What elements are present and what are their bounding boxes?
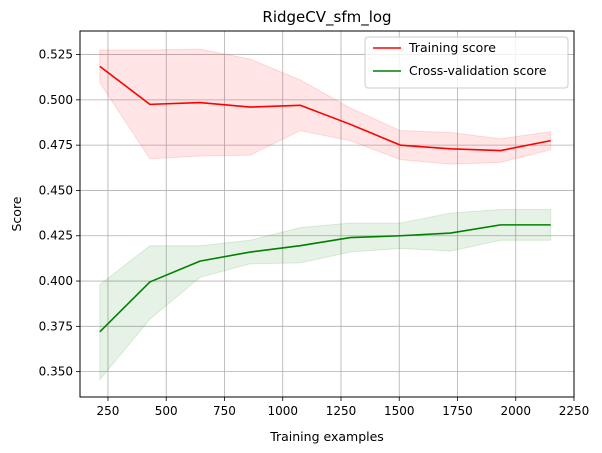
legend-frame xyxy=(364,36,569,89)
axis-ticks: 250 500 750 1000 1250 1500 1750 2000 2250 0.350 0.… xyxy=(39,48,590,418)
x-tick-label: 1250 xyxy=(326,404,357,418)
x-tick-label: 1750 xyxy=(442,404,473,418)
legend-label-training: Training score xyxy=(408,40,496,55)
y-tick-label: 0.425 xyxy=(39,229,73,243)
x-tick-label: 2250 xyxy=(559,404,590,418)
legend-label-cross-validation: Cross-validation score xyxy=(409,63,547,78)
y-axis-label: Score xyxy=(9,196,24,231)
x-tick-label: 250 xyxy=(97,404,120,418)
y-tick-label: 0.375 xyxy=(39,319,73,333)
x-tick-label: 1500 xyxy=(384,404,415,418)
y-tick-label: 0.500 xyxy=(39,93,73,107)
x-tick-label: 1000 xyxy=(267,404,298,418)
training-score-band xyxy=(99,48,552,165)
x-tick-label: 750 xyxy=(213,404,236,418)
y-tick-label: 0.475 xyxy=(39,138,73,152)
x-tick-label: 2000 xyxy=(500,404,531,418)
y-tick-label: 0.400 xyxy=(39,274,73,288)
legend: Training score Cross-validation score xyxy=(364,36,569,89)
confidence-bands xyxy=(99,48,552,382)
y-tick-label: 0.450 xyxy=(39,183,73,197)
cross-validation-score-band xyxy=(99,208,552,382)
series-lines xyxy=(99,65,551,333)
x-tick-label: 500 xyxy=(155,404,178,418)
cross-validation-score-line xyxy=(99,224,551,333)
training-score-line xyxy=(99,65,551,152)
y-tick-label: 0.350 xyxy=(39,365,73,379)
y-tick-label: 0.525 xyxy=(39,48,73,62)
x-axis-label: Training examples xyxy=(269,429,384,444)
chart-title: RidgeCV_sfm_log xyxy=(262,8,391,27)
plot-area-frame xyxy=(79,30,575,398)
